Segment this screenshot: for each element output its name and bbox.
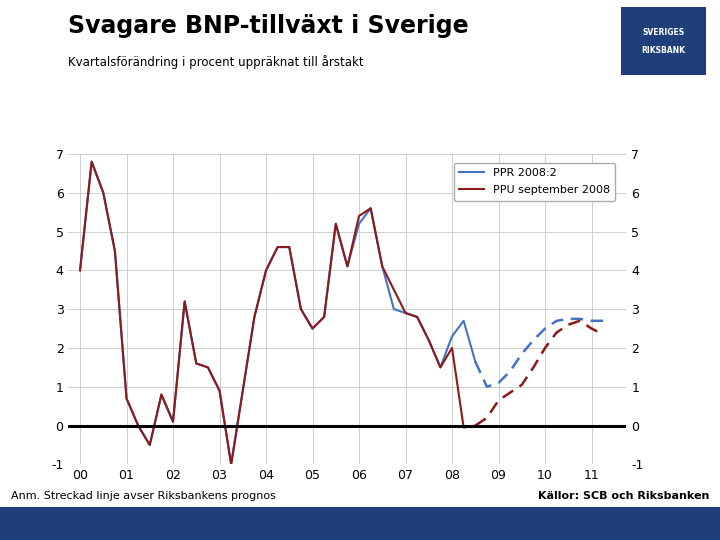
Text: Anm. Streckad linje avser Riksbankens prognos: Anm. Streckad linje avser Riksbankens pr… (11, 491, 276, 501)
Text: SVERIGES: SVERIGES (642, 28, 684, 37)
Legend: PPR 2008:2, PPU september 2008: PPR 2008:2, PPU september 2008 (454, 163, 616, 200)
Text: Källor: SCB och Riksbanken: Källor: SCB och Riksbanken (538, 491, 709, 501)
Text: RIKSBANK: RIKSBANK (641, 46, 685, 56)
Text: Kvartalsförändring i procent uppräknat till årstakt: Kvartalsförändring i procent uppräknat t… (68, 55, 364, 69)
Text: Svagare BNP-tillväxt i Sverige: Svagare BNP-tillväxt i Sverige (68, 14, 469, 37)
